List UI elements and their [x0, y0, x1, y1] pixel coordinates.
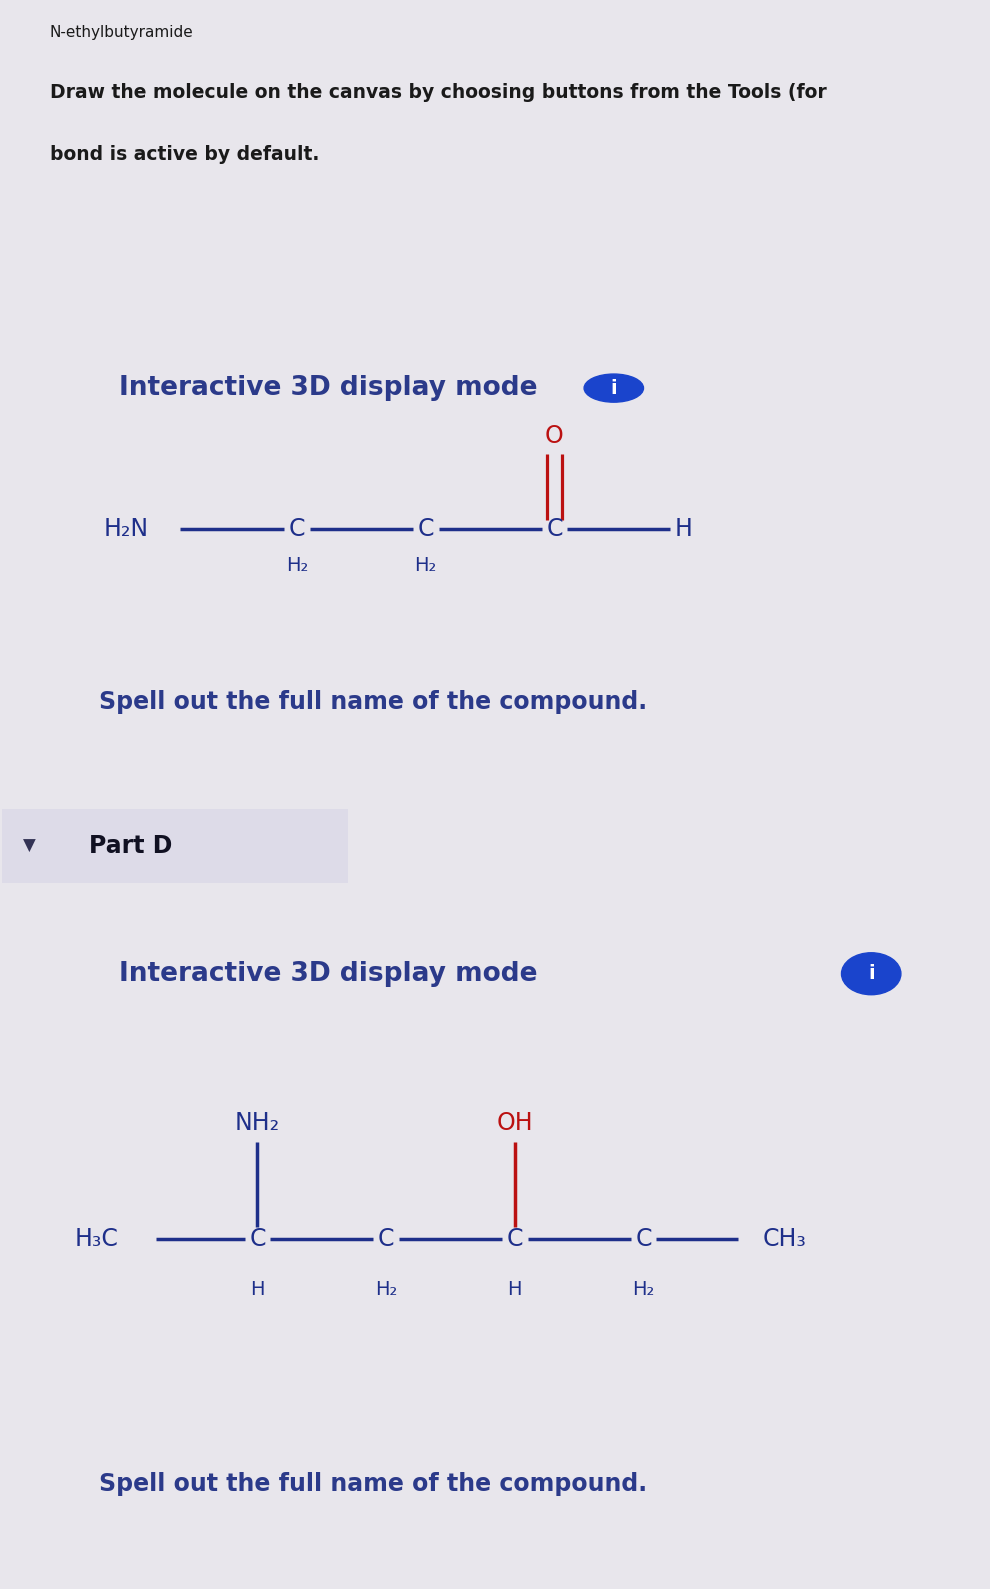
- Text: H: H: [250, 1281, 264, 1298]
- Text: Interactive 3D display mode: Interactive 3D display mode: [119, 375, 538, 400]
- Text: H₂: H₂: [633, 1281, 654, 1298]
- Text: H₂: H₂: [375, 1281, 397, 1298]
- Text: i: i: [611, 378, 617, 397]
- Text: Part D: Part D: [89, 834, 172, 858]
- Text: H₂: H₂: [286, 556, 308, 575]
- Text: ▼: ▼: [24, 837, 36, 855]
- Text: H₃C: H₃C: [75, 1227, 119, 1252]
- Bar: [2, 809, 348, 883]
- Text: NH₂: NH₂: [235, 1111, 280, 1135]
- Circle shape: [584, 373, 644, 402]
- Text: H₂N: H₂N: [103, 516, 148, 540]
- Circle shape: [842, 953, 901, 995]
- Text: C: C: [378, 1227, 394, 1252]
- Text: Spell out the full name of the compound.: Spell out the full name of the compound.: [99, 1471, 647, 1497]
- Text: Draw the molecule on the canvas by choosing buttons from the Tools (for: Draw the molecule on the canvas by choos…: [50, 83, 827, 102]
- Text: H: H: [674, 516, 692, 540]
- Text: C: C: [289, 516, 305, 540]
- Text: OH: OH: [497, 1111, 533, 1135]
- Text: CH₃: CH₃: [762, 1227, 806, 1252]
- Text: C: C: [636, 1227, 651, 1252]
- Text: O: O: [545, 424, 563, 448]
- Text: C: C: [546, 516, 562, 540]
- Text: Spell out the full name of the compound.: Spell out the full name of the compound.: [99, 690, 647, 713]
- Text: C: C: [507, 1227, 523, 1252]
- Text: H₂: H₂: [415, 556, 437, 575]
- Text: N-ethylbutyramide: N-ethylbutyramide: [50, 25, 193, 40]
- Text: Interactive 3D display mode: Interactive 3D display mode: [119, 961, 538, 987]
- Text: i: i: [868, 965, 874, 984]
- Text: bond is active by default.: bond is active by default.: [50, 145, 319, 164]
- Text: C: C: [249, 1227, 265, 1252]
- Text: C: C: [418, 516, 434, 540]
- Text: H: H: [508, 1281, 522, 1298]
